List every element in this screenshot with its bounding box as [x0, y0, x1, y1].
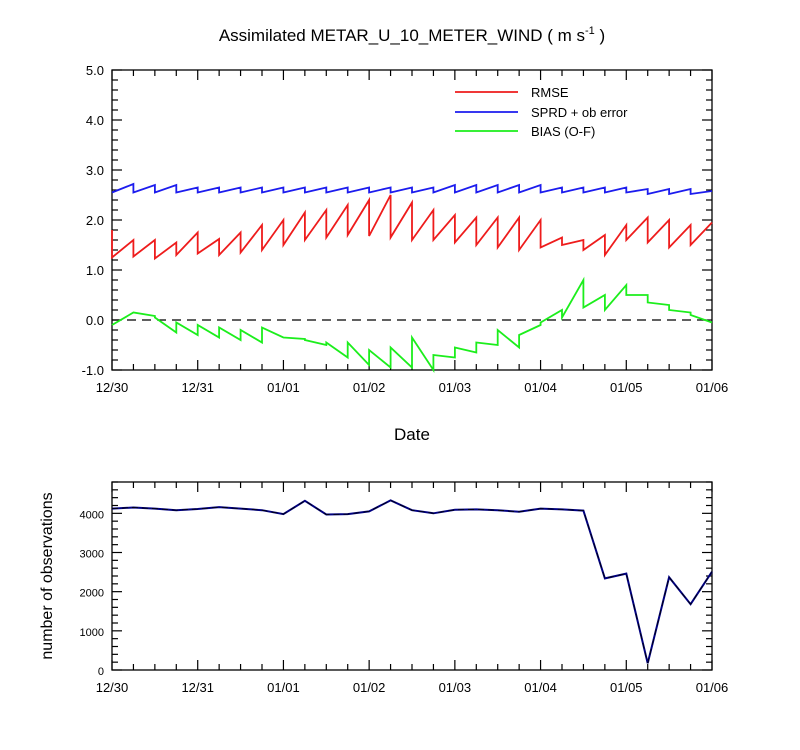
legend-label-bias: BIAS (O-F): [531, 124, 595, 139]
x-tick-label: 12/30: [96, 380, 129, 395]
bottom-plot-area: 12/30 12/31 01/01 01/02 01/03 01/04 01/05 01/06…: [80, 481, 729, 695]
x-tick-label: 01/02: [353, 380, 386, 395]
legend-label-sprd: SPRD + ob error: [531, 105, 628, 120]
y-tick-label: 4000: [80, 509, 104, 521]
bottom-yaxis-label: number of observations: [39, 492, 56, 659]
y-tick-label: -1.0: [82, 363, 104, 378]
x-tick-label: 01/05: [610, 680, 643, 695]
y-tick-label: 5.0: [86, 63, 104, 78]
y-tick-label: 0.0: [86, 313, 104, 328]
x-tick-label: 01/04: [524, 380, 557, 395]
x-tick-label: 12/31: [181, 380, 214, 395]
x-tick-label: 01/06: [696, 380, 729, 395]
y-tick-label: 4.0: [86, 113, 104, 128]
x-tick-label: 01/01: [267, 680, 300, 695]
chart-title: Assimilated METAR_U_10_METER_WIND ( m s-…: [219, 25, 605, 45]
chart-title-close: ): [595, 26, 605, 45]
chart-title-superscript: -1: [585, 25, 595, 37]
x-tick-label: 01/01: [267, 380, 300, 395]
chart-title-main: Assimilated METAR_U_10_METER_WIND ( m s: [219, 26, 585, 45]
x-tick-label: 01/05: [610, 380, 643, 395]
series-line-observations: [111, 499, 713, 664]
series-line-observations-overlay: [111, 499, 713, 664]
x-tick-label: 01/06: [696, 680, 729, 695]
y-tick-label: 2000: [80, 588, 104, 600]
legend-label-rmse: RMSE: [531, 85, 569, 100]
y-tick-label: 2.0: [86, 213, 104, 228]
x-tick-label: 01/02: [353, 680, 386, 695]
series-line-rmse: [111, 194, 713, 261]
legend: RMSE SPRD + ob error BIAS (O-F): [455, 85, 628, 139]
y-tick-label: 3.0: [86, 163, 104, 178]
top-plot-area: 12/30 12/31 01/01 01/02 01/03 01/04 01/05 01/06…: [82, 63, 729, 395]
x-tick-label: 12/30: [96, 680, 129, 695]
x-tick-label: 01/04: [524, 680, 557, 695]
y-tick-label: 3000: [80, 549, 104, 561]
x-tick-label: 01/03: [439, 380, 472, 395]
y-tick-label: 1.0: [86, 263, 104, 278]
y-tick-label: 0: [98, 666, 104, 678]
top-xaxis-label: Date: [394, 425, 430, 444]
series-line-bias-o-f: [111, 276, 713, 374]
x-tick-label: 12/31: [181, 680, 214, 695]
x-tick-label: 01/03: [439, 680, 472, 695]
series-line-sprd-ob-error: [111, 182, 713, 196]
y-tick-label: 1000: [80, 627, 104, 639]
